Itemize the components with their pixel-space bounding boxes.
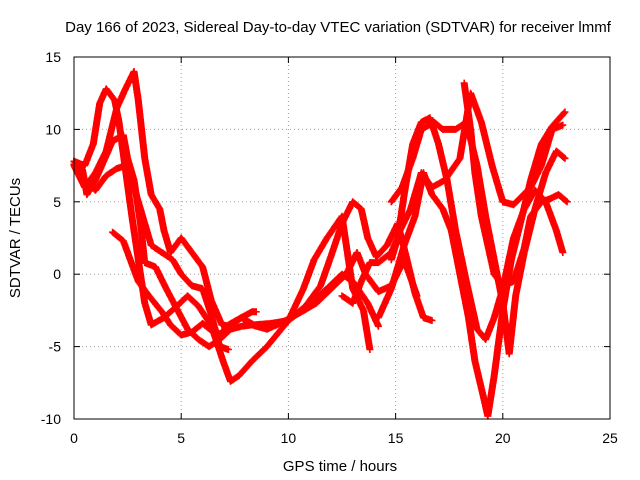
y-tick-label: -10 bbox=[41, 411, 61, 427]
y-tick-label: -5 bbox=[49, 339, 62, 355]
x-tick-label: 15 bbox=[388, 430, 404, 446]
y-axis-label: SDTVAR / TECUs bbox=[7, 178, 24, 298]
series-markers bbox=[70, 85, 436, 339]
x-tick-label: 20 bbox=[495, 430, 511, 446]
y-tick-label: 0 bbox=[53, 266, 61, 282]
plot-frame bbox=[73, 56, 611, 420]
x-tick-label: 25 bbox=[602, 430, 618, 446]
data-points bbox=[70, 68, 571, 420]
chart-title: Day 166 of 2023, Sidereal Day-to-day VTE… bbox=[65, 19, 612, 36]
axis-ticks: 0 5 10 15 20 25 -10 -5 0 5 10 15 bbox=[41, 49, 618, 446]
series-markers bbox=[374, 108, 569, 420]
y-tick-label: 15 bbox=[45, 49, 61, 65]
series-trace-1 bbox=[70, 85, 436, 339]
y-tick-label: 10 bbox=[45, 121, 61, 137]
x-tick-label: 10 bbox=[281, 430, 297, 446]
series-trace-11 bbox=[374, 108, 569, 420]
series-markers bbox=[109, 228, 382, 385]
y-tick-label: 5 bbox=[53, 194, 61, 210]
x-tick-label: 0 bbox=[70, 430, 78, 446]
series-trace-3 bbox=[109, 228, 382, 385]
x-axis-label: GPS time / hours bbox=[283, 458, 397, 475]
x-tick-label: 5 bbox=[177, 430, 185, 446]
